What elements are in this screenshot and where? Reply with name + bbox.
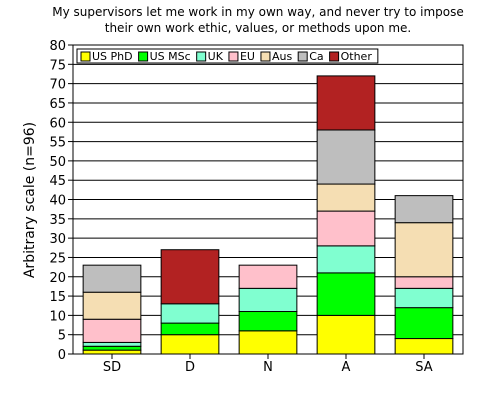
y-tick-label: 50 (49, 155, 66, 170)
x-category-label: SD (103, 360, 121, 375)
x-category-label: A (342, 360, 351, 375)
y-tick-label: 30 (49, 232, 66, 247)
bar-segment-sd-us-msc (82, 345, 142, 351)
y-tick-label: 25 (49, 251, 66, 266)
y-tick-label: 75 (49, 58, 66, 73)
bar-segment-n-us-phd (238, 330, 298, 355)
bar-segment-n-uk (238, 287, 298, 313)
legend-label: UK (208, 50, 224, 63)
bar-segment-a-us-phd (316, 314, 376, 355)
bar-segment-a-ca (316, 129, 376, 185)
bar-segment-sa-ca (394, 195, 454, 224)
chart-title-line-2: their own work ethic, values, or methods… (105, 21, 412, 35)
y-tick-label: 55 (49, 136, 66, 151)
legend-swatch (138, 51, 149, 62)
bar-segment-a-aus (316, 183, 376, 212)
bar-segment-a-us-msc (316, 272, 376, 316)
bar-segment-d-uk (160, 303, 220, 324)
bar-segment-d-us-phd (160, 334, 220, 355)
bar-segment-sd-us-phd (82, 349, 142, 355)
legend-swatch (80, 51, 91, 62)
legend-label: Ca (309, 50, 323, 63)
y-tick-label: 80 (49, 39, 66, 54)
legend-label: US PhD (92, 50, 133, 63)
y-tick-label: 70 (49, 78, 66, 93)
axes: 0 5 10 15 20 25 30 35 40 45 50 55 60 65 70 75 80 SD D N A SA (49, 39, 464, 375)
legend-swatch (297, 51, 308, 62)
y-tick-label: 60 (49, 116, 66, 131)
y-tick-label: 65 (49, 97, 66, 112)
bar-segment-sa-eu (394, 276, 454, 289)
legend-label: US MSc (150, 50, 191, 63)
legend-swatch (260, 51, 271, 62)
y-tick-label: 45 (49, 174, 66, 189)
y-tick-label: 5 (58, 329, 66, 344)
legend-swatch (196, 51, 207, 62)
y-tick-label: 40 (49, 194, 66, 209)
bar-segment-d-other (160, 249, 220, 305)
y-axis-title: Arbitrary scale (n=96) (22, 122, 38, 278)
x-category-label: SA (415, 360, 432, 375)
bars (82, 75, 454, 355)
bar-segment-n-eu (238, 264, 298, 289)
legend-swatch (228, 51, 239, 62)
y-tick-label: 35 (49, 213, 66, 228)
bar-segment-sa-uk (394, 287, 454, 309)
y-tick-label: 0 (58, 348, 66, 363)
y-tick-label: 15 (49, 290, 66, 305)
legend-swatch (329, 51, 340, 62)
bar-segment-sa-us-phd (394, 338, 454, 355)
bar-segment-a-eu (316, 210, 376, 247)
x-category-label: N (263, 360, 273, 375)
bar-segment-sa-us-msc (394, 307, 454, 340)
bar-segment-a-other (316, 75, 376, 131)
x-category-label: D (185, 360, 195, 375)
y-tick-label: 20 (49, 271, 66, 286)
chart-title-line-1: My supervisors let me work in my own way… (52, 5, 464, 19)
bar-segment-sd-ca (82, 264, 142, 293)
legend-label: EU (240, 50, 255, 63)
bar-segment-sd-aus (82, 291, 142, 320)
bar-segment-sa-aus (394, 222, 454, 278)
bar-segment-a-uk (316, 245, 376, 274)
legend-label: Other (341, 50, 373, 63)
bar-segment-d-us-msc (160, 322, 220, 336)
legend: US PhD US MSc UK EU Aus Ca Other (76, 48, 379, 64)
y-tick-label: 10 (49, 309, 66, 324)
bar-segment-sd-uk (82, 341, 142, 347)
bar-segment-n-us-msc (238, 311, 298, 332)
legend-label: Aus (272, 50, 292, 63)
bar-segment-sd-eu (82, 318, 142, 343)
